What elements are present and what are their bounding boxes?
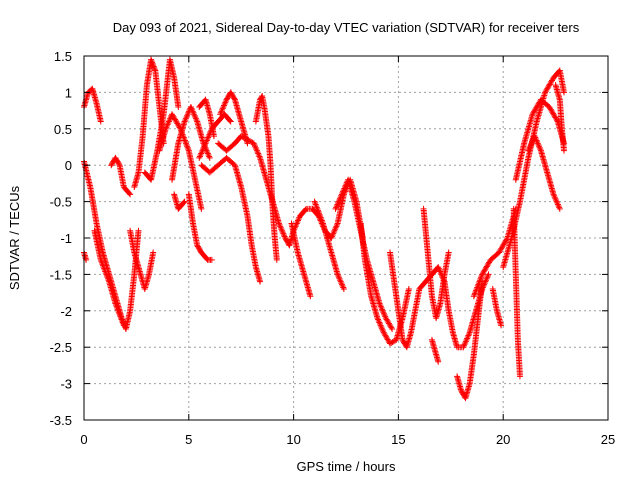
y-tick-label: -2.5 — [50, 340, 72, 355]
data-point-markers — [81, 249, 90, 263]
data-point-markers — [288, 220, 314, 300]
series-arc-18 — [252, 93, 280, 263]
data-point-markers — [108, 154, 134, 198]
chart-title: Day 093 of 2021, Sidereal Day-to-day VTE… — [113, 20, 580, 35]
series-arc-21 — [311, 198, 347, 292]
series-arc-2 — [81, 249, 90, 263]
series-arc-17 — [215, 133, 293, 249]
series-arc-25 — [420, 205, 452, 322]
y-tick-label: -2 — [60, 304, 72, 319]
series-arc-23 — [357, 220, 412, 347]
series-arc-30 — [489, 285, 505, 329]
y-tick-label: -3.5 — [50, 413, 72, 428]
data-point-markers — [311, 198, 347, 292]
data-point-markers — [185, 191, 215, 263]
series-arc-15 — [217, 89, 251, 147]
data-point-markers — [525, 133, 563, 212]
series-arc-24 — [387, 249, 448, 351]
data-point-markers — [454, 278, 486, 402]
data-point-markers — [252, 93, 280, 263]
series-arc-5 — [108, 154, 134, 198]
y-tick-label: 1 — [65, 85, 72, 100]
data-point-markers — [441, 271, 492, 351]
chart-marks — [81, 56, 567, 402]
data-point-markers — [428, 336, 442, 365]
data-point-markers — [357, 220, 412, 347]
x-axis-label: GPS time / hours — [297, 459, 396, 474]
data-point-markers — [91, 227, 127, 329]
series-arc-4 — [91, 227, 127, 329]
series-arc-14 — [196, 111, 234, 161]
series-arc-34 — [525, 133, 563, 212]
y-tick-label: -1 — [60, 231, 72, 246]
y-tick-label: 0 — [65, 158, 72, 173]
x-tick-label: 10 — [286, 432, 300, 447]
series-arc-16 — [198, 154, 264, 285]
data-point-markers — [420, 205, 452, 322]
y-tick-label: -3 — [60, 377, 72, 392]
series-arc-28 — [454, 278, 486, 402]
data-point-markers — [198, 154, 264, 285]
series-arc-27 — [441, 271, 492, 351]
series-arc-12 — [185, 191, 215, 263]
data-point-markers — [127, 227, 157, 292]
series-arc-35 — [552, 82, 567, 154]
series-arc-26 — [428, 336, 442, 365]
data-point-markers — [217, 89, 251, 147]
x-tick-label: 15 — [391, 432, 405, 447]
y-tick-label: 0.5 — [54, 122, 72, 137]
data-point-markers — [552, 82, 567, 154]
x-tick-label: 20 — [496, 432, 510, 447]
y-tick-label: -1.5 — [50, 267, 72, 282]
y-tick-label: -0.5 — [50, 195, 72, 210]
series-arc-20 — [288, 220, 314, 300]
y-axis-label: SDTVAR / TECUs — [7, 185, 22, 290]
data-point-markers — [171, 191, 188, 212]
data-point-markers — [131, 56, 167, 191]
series-arc-7 — [131, 56, 167, 191]
series-arc-6 — [127, 227, 157, 292]
y-tick-label: 1.5 — [54, 49, 72, 64]
data-point-markers — [215, 133, 293, 249]
x-tick-label: 25 — [601, 432, 615, 447]
x-tick-label: 5 — [185, 432, 192, 447]
x-tick-label: 0 — [80, 432, 87, 447]
series-arc-11 — [171, 191, 188, 212]
data-point-markers — [196, 111, 234, 161]
axis-ticks: -3.5 -3 -2.5 -2 -1.5 -1 -0.5 0 0.5 1 1.5 0 5 10 15 20 25 — [50, 49, 616, 447]
data-point-markers — [489, 285, 505, 329]
data-point-markers — [387, 249, 448, 351]
